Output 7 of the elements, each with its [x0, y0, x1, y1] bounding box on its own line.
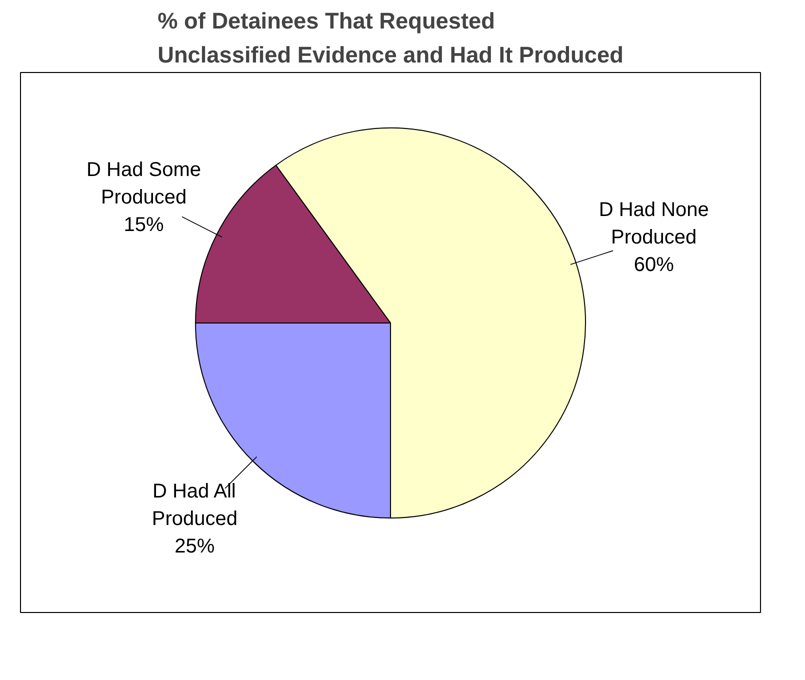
slice-label: D Had Some Produced [86, 158, 202, 208]
data-label: 25% [174, 535, 215, 558]
chart-title: % of Detainees That Requested Unclassified Evidence and Had It Produced [158, 8, 624, 68]
slice-label: D Had All Produced [152, 480, 238, 530]
data-label: 60% [634, 254, 674, 276]
slice-label: D Had None Produced [598, 198, 709, 248]
data-label: 15% [124, 214, 164, 236]
